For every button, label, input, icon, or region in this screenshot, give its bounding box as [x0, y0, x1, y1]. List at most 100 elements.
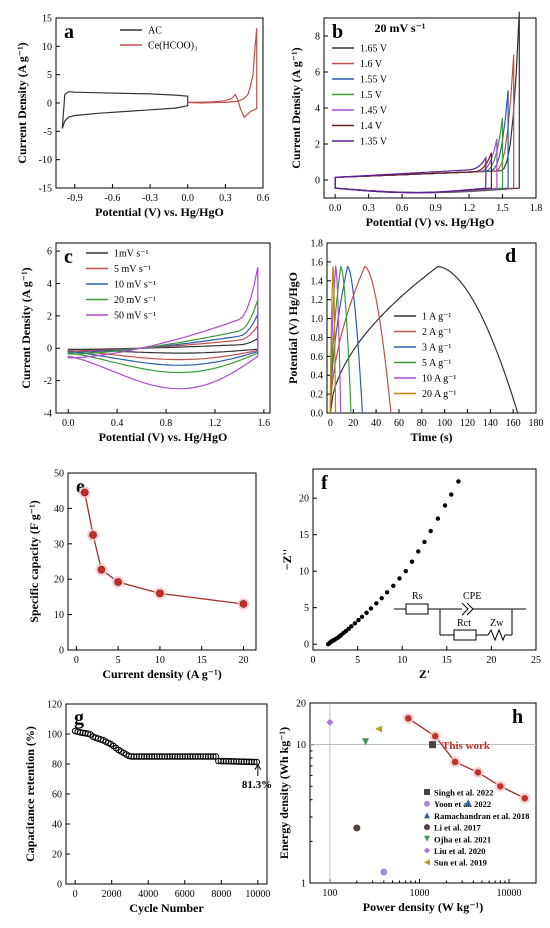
x-tick-label: 0: [311, 655, 316, 666]
legend-entry: AC: [148, 26, 162, 37]
nyquist-point: [391, 583, 396, 588]
y-tick-label: 80: [52, 760, 62, 771]
panel-h: 100 1000 10000 1 10 20 Power density (W kg⁻¹) E…: [277, 699, 537, 914]
y-tick-label: 100: [47, 730, 62, 741]
legend-entry: Ce(HCOO)₃: [148, 41, 198, 52]
x-tick-label: 5: [355, 655, 360, 666]
y-tick-label: 10: [42, 42, 52, 53]
y-tick-label: 5: [47, 70, 52, 81]
y-tick-label: 2: [315, 140, 320, 151]
x-tick-label: 160: [506, 418, 521, 429]
x-tick-label: 1.6: [258, 418, 271, 429]
this-work-point: [451, 758, 459, 766]
legend-entry: 10 A g⁻¹: [422, 374, 456, 385]
arrow-head: [254, 763, 262, 771]
y-tick-label: 6: [47, 247, 52, 258]
x-tick-label: 1.5: [496, 203, 509, 214]
gcd-curve-5: [329, 266, 337, 414]
x-tick-label: -0.6: [105, 193, 121, 204]
x-tick-label: 0.6: [257, 193, 270, 204]
legend-entry: Li et al. 2017: [434, 823, 481, 833]
data-point: [239, 600, 248, 608]
legend-entry: 2 A g⁻¹: [422, 327, 451, 338]
x-tick-label: 20: [486, 655, 496, 666]
x-tick-label: 60: [394, 418, 404, 429]
panel-label: h: [512, 706, 523, 728]
reference-point: [375, 725, 383, 733]
data-point: [97, 565, 106, 574]
y-tick-label: 20: [299, 494, 309, 505]
reference-point: [326, 718, 334, 726]
nyquist-point: [435, 516, 441, 521]
nyquist-point: [403, 568, 408, 574]
nyquist-point: [349, 624, 354, 629]
legend-marker: [424, 800, 430, 807]
gcd-curve-1: [329, 265, 392, 414]
y-tick-label: 0: [57, 880, 62, 891]
x-tick-label: 10: [397, 655, 407, 666]
x-tick-label: 0: [73, 889, 78, 900]
x-tick-label: 1.2: [463, 203, 476, 214]
legend-entry: Ojha et al. 2021: [434, 834, 491, 844]
y-tick-label: 0.4: [311, 371, 324, 382]
y-axis-label: Capacitance retention (%): [23, 726, 37, 862]
y-tick-label: 0: [59, 646, 64, 657]
x-axis-label: Potential (V) vs. Hg/HgO: [99, 430, 228, 444]
warburg-element: [487, 628, 506, 642]
y-tick-label: 1.2: [311, 295, 324, 306]
legend-entry: 1.45 V: [360, 106, 388, 117]
legend-entry: Ramachandran et al. 2018: [434, 811, 529, 821]
x-tick-label: -0.9: [67, 193, 83, 204]
y-tick-label: -15: [39, 184, 52, 195]
x-tick-label: 0.9: [429, 203, 442, 214]
nyquist-point: [416, 549, 421, 554]
gcd-curve-0: [329, 265, 519, 414]
y-tick-label: 15: [42, 14, 52, 25]
y-tick-label: 20: [54, 575, 64, 586]
data-point: [80, 488, 89, 497]
nyquist-point: [456, 479, 461, 484]
plot-frame: [309, 702, 537, 884]
plot-frame: [326, 242, 537, 414]
x-tick-label: 140: [483, 418, 498, 429]
nyquist-point: [409, 559, 415, 564]
x-tick-label: 120: [460, 418, 475, 429]
y-tick-label: 20: [52, 850, 62, 861]
resistor-rs: [405, 603, 429, 615]
panel-b: 0.0 0.3 0.6 0.9 1.2 1.5 1.8 0 2 4 6 8 Potential (V) …: [289, 11, 543, 229]
nyquist-point: [384, 590, 390, 595]
equivalent-circuit: Rs CPE Rct Zw: [394, 591, 526, 642]
legend-entry: 20 mV s⁻¹: [114, 295, 156, 306]
reference-point: [429, 741, 437, 749]
x-axis-label: Potential (V) vs. Hg/HgO: [95, 205, 224, 219]
y-axis-label: Current Density (A g⁻¹): [289, 47, 303, 168]
legend-entry: 1.4 V: [360, 121, 383, 132]
x-tick-label: 6000: [175, 889, 195, 900]
y-tick-label: 1: [301, 879, 306, 890]
x-tick-label: 0.3: [219, 193, 232, 204]
reference-point: [380, 868, 388, 876]
y-axis-label: Specific capacity (F g⁻¹): [27, 500, 41, 622]
retention-point: [253, 758, 261, 766]
y-tick-label: 0.0: [311, 409, 324, 420]
x-tick-label: 1.8: [530, 203, 543, 214]
reference-point: [353, 824, 361, 832]
rate-capability-line: [84, 492, 244, 605]
x-tick-label: 180: [529, 418, 544, 429]
nyquist-point: [449, 492, 454, 497]
nyquist-point: [422, 539, 427, 545]
label-rs: Rs: [412, 591, 423, 602]
x-tick-label: 2000: [102, 889, 122, 900]
label-zw: Zw: [490, 618, 504, 629]
x-tick-label: 10: [155, 655, 165, 666]
y-tick-label: 15: [299, 530, 309, 541]
plot-frame: [65, 703, 268, 885]
y-tick-label: 4: [315, 104, 320, 115]
gcd-curve-2: [329, 265, 363, 414]
nyquist-point: [374, 601, 379, 606]
data-point: [114, 578, 122, 586]
y-tick-label: 0: [304, 640, 309, 651]
this-work-point: [521, 795, 529, 802]
y-tick-label: 120: [47, 700, 62, 711]
